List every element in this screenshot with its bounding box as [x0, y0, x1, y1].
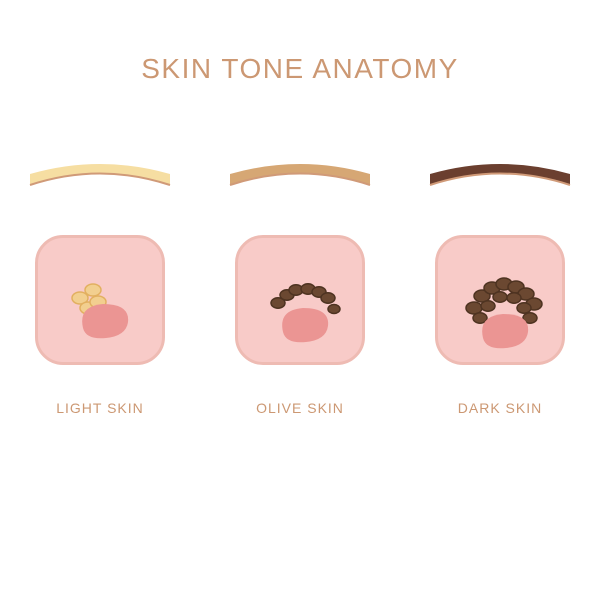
skin-cell-light	[35, 235, 165, 365]
tone-arc-olive	[220, 160, 380, 190]
page-title: SKIN TONE ANATOMY	[0, 53, 600, 85]
tone-arc-row	[0, 160, 600, 190]
skin-label-row: LIGHT SKIN OLIVE SKIN DARK SKIN	[0, 400, 600, 416]
skin-label-dark: DARK SKIN	[420, 400, 580, 416]
skin-label-olive: OLIVE SKIN	[220, 400, 380, 416]
skin-cell-olive	[235, 235, 365, 365]
skin-label-light: LIGHT SKIN	[20, 400, 180, 416]
tone-arc-dark	[420, 160, 580, 190]
tone-arc-light	[20, 160, 180, 190]
skin-cell-dark	[435, 235, 565, 365]
skin-cell-row	[0, 235, 600, 365]
